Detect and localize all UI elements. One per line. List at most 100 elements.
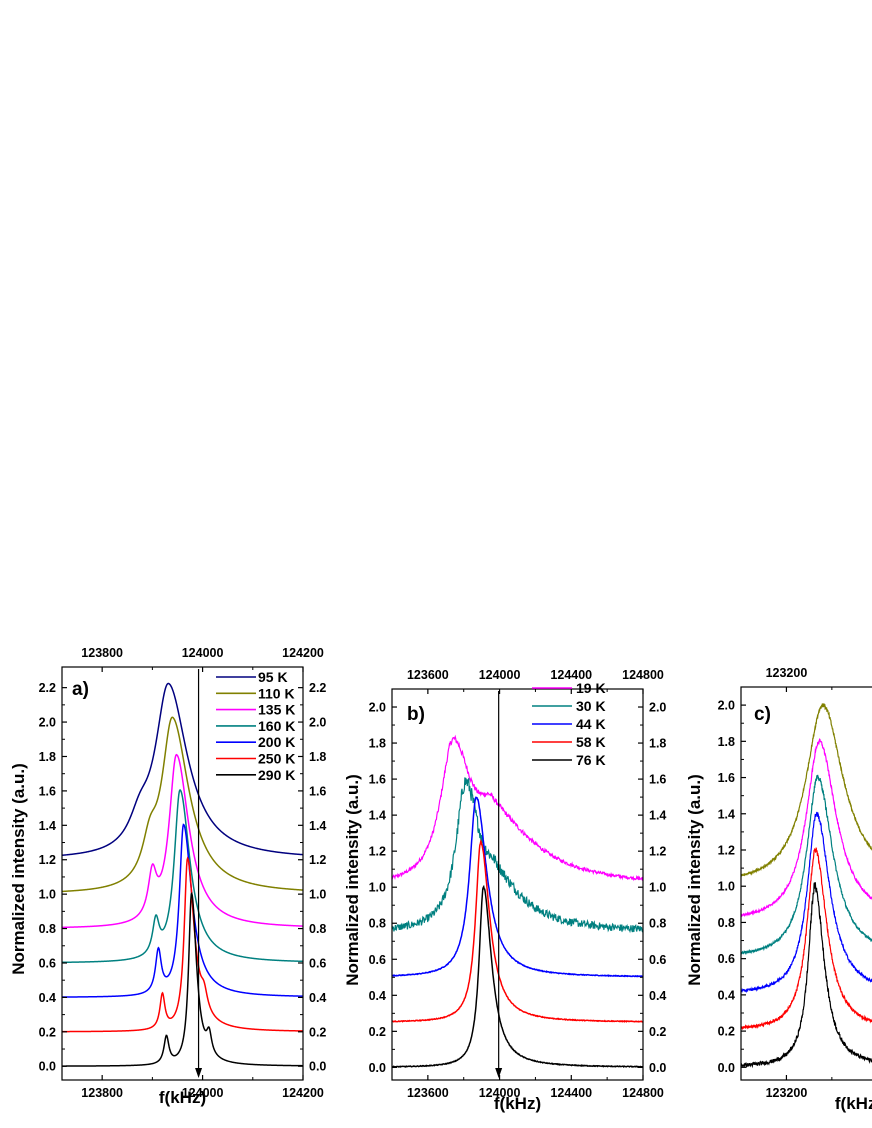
panel-a: 123800 123800 124000 124000 124200 124200 0.0 0…	[9, 646, 326, 1107]
y-tick-label-right: 1.0	[649, 881, 666, 895]
y-tick-label-right: 1.4	[309, 819, 326, 833]
y-tick-label: 0.8	[718, 916, 735, 930]
y-tick-label-right: 0.6	[309, 956, 326, 970]
plot-frame	[391, 688, 644, 1081]
y-tick-label: 1.0	[39, 888, 56, 902]
y-tick-label-right: 0.2	[309, 1025, 326, 1039]
series-line-135k	[62, 753, 303, 929]
x-tick-label: 124000	[182, 1086, 224, 1100]
y-tick-label: 0.4	[369, 989, 386, 1003]
y-axis-label: Normalized intensity (a.u.)	[9, 763, 28, 975]
y-tick-label: 1.2	[39, 853, 56, 867]
plot-frame	[61, 666, 304, 1081]
y-tick-label: 0.6	[718, 952, 735, 966]
x-tick-label-top: 123600	[407, 668, 449, 682]
x-tick-label-top: 124000	[182, 646, 224, 660]
series-group	[392, 734, 643, 1069]
y-tick-label-right: 0.8	[649, 917, 666, 931]
x-tick-label-top: 124200	[282, 646, 324, 660]
y-tick-label-right: 1.6	[649, 773, 666, 787]
y-tick-label-right: 0.4	[649, 989, 666, 1003]
y-tick-label: 2.0	[369, 701, 386, 715]
y-tick-label: 0.6	[369, 953, 386, 967]
y-tick-label-right: 1.4	[649, 809, 666, 823]
x-axis-label: f(kHz)	[835, 1094, 872, 1113]
x-axis-label: f(kHz)	[494, 1094, 541, 1113]
series-line-0	[741, 702, 872, 877]
series-line-1	[741, 738, 872, 918]
series-line-5	[741, 882, 872, 1069]
y-tick-label-right: 1.6	[309, 784, 326, 798]
legend-entry: 290 K	[258, 767, 295, 783]
series-line-110k	[62, 716, 303, 893]
legend-entry: 44 K	[576, 716, 606, 732]
y-tick-label: 1.8	[39, 750, 56, 764]
x-tick-label-top: 124400	[550, 668, 592, 682]
y-tick-label-right: 2.0	[309, 716, 326, 730]
y-tick-label: 1.6	[39, 784, 56, 798]
shift-arrow-head	[495, 1068, 503, 1078]
y-tick-label-right: 2.0	[649, 701, 666, 715]
y-tick-label-right: 1.2	[649, 845, 666, 859]
y-tick-label: 1.4	[39, 819, 56, 833]
y-tick-label-right: 1.0	[309, 888, 326, 902]
y-tick-label: 1.0	[718, 880, 735, 894]
y-tick-label: 0.8	[369, 917, 386, 931]
series-line-30k	[392, 777, 643, 934]
legend-entry: 250 K	[258, 751, 295, 767]
series-line-200k	[62, 823, 303, 998]
legend-entry: 76 K	[576, 752, 606, 768]
x-tick-label: 123200	[766, 1086, 808, 1100]
y-tick-label: 1.0	[369, 881, 386, 895]
y-tick-label-right: 1.8	[309, 750, 326, 764]
x-tick-label: 124200	[282, 1086, 324, 1100]
y-tick-label: 0.0	[369, 1061, 386, 1075]
y-tick-label: 0.0	[39, 1060, 56, 1074]
y-tick-label-right: 0.2	[649, 1025, 666, 1039]
y-tick-label: 0.6	[39, 956, 56, 970]
y-tick-label: 1.8	[369, 737, 386, 751]
legend-entry: 58 K	[576, 734, 606, 750]
y-tick-label: 1.8	[718, 735, 735, 749]
legend-entry: 200 K	[258, 734, 295, 750]
legend-entry: 160 K	[258, 718, 295, 734]
x-tick-label: 123600	[407, 1086, 449, 1100]
series-line-19k	[392, 734, 643, 882]
y-tick-label: 1.4	[718, 807, 735, 821]
y-tick-label: 0.4	[718, 988, 735, 1002]
series-group	[741, 702, 872, 1069]
y-tick-label: 0.4	[39, 991, 56, 1005]
series-line-44k	[392, 796, 643, 978]
x-tick-label: 124000	[479, 1086, 521, 1100]
y-tick-label-right: 0.0	[309, 1060, 326, 1074]
shift-arrow-head	[195, 1068, 203, 1078]
y-tick-label-right: 0.4	[309, 991, 326, 1005]
y-tick-label: 0.2	[39, 1025, 56, 1039]
y-tick-label: 1.6	[369, 773, 386, 787]
y-tick-label-right: 0.6	[649, 953, 666, 967]
panel-c: 123200 123200 0.0 0.2 0.4 0.6 0.8 1.0 1.2 1.4 1.6 1…	[685, 666, 872, 1113]
x-tick-label: 124400	[550, 1086, 592, 1100]
legend-entry: 135 K	[258, 702, 295, 718]
legend-entry: 110 K	[258, 685, 295, 701]
y-axis-label: Normalized intensity (a.u.)	[685, 774, 704, 986]
y-tick-label: 0.2	[369, 1025, 386, 1039]
series-line-95k	[62, 682, 303, 856]
x-tick-label: 124800	[622, 1086, 664, 1100]
x-tick-label-top: 123200	[766, 666, 808, 680]
y-tick-label: 0.0	[718, 1061, 735, 1075]
series-line-2	[741, 774, 872, 955]
series-line-3	[741, 811, 872, 994]
panel-label: a)	[72, 679, 89, 700]
y-tick-label: 0.2	[718, 1025, 735, 1039]
x-axis-label: f(kHz)	[159, 1088, 206, 1107]
y-tick-label-right: 2.2	[309, 681, 326, 695]
series-line-290k	[62, 891, 303, 1067]
series-line-4	[741, 847, 872, 1030]
plot-frame	[740, 686, 872, 1081]
y-tick-label: 1.2	[718, 843, 735, 857]
x-tick-label-top: 123800	[81, 646, 123, 660]
x-tick-label: 123800	[81, 1086, 123, 1100]
legend-entry: 30 K	[576, 698, 606, 714]
